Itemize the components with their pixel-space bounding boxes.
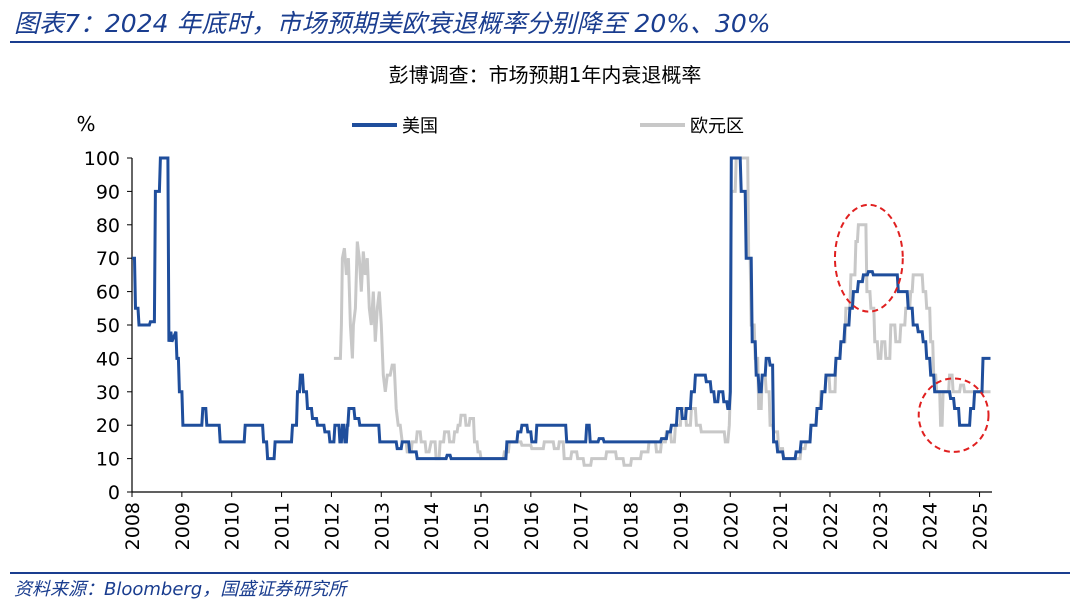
bottom-rule (10, 572, 1070, 574)
x-tick-label: 2008 (122, 502, 144, 550)
y-tick-label: 30 (96, 382, 120, 404)
highlight-layer (833, 203, 990, 453)
legend: 美国 欧元区 (352, 116, 744, 137)
x-tick-label: 2024 (920, 502, 942, 550)
series-line-eu (333, 156, 991, 467)
x-tick-label: 2012 (321, 502, 343, 550)
y-tick-label: 20 (96, 415, 120, 437)
series-layer (132, 156, 991, 467)
legend-label-eu: 欧元区 (690, 116, 744, 137)
x-tick-label: 2010 (222, 502, 244, 550)
y-tick-label: 50 (96, 315, 120, 337)
legend-label-us: 美国 (402, 116, 438, 137)
figure-title: 图表7：2024 年底时，市场预期美欧衰退概率分别降至 20%、30% (14, 9, 771, 38)
highlight-circle-2 (917, 377, 990, 453)
y-axis-unit: % (76, 112, 95, 136)
x-tick-label: 2016 (521, 502, 543, 550)
x-tick-label: 2018 (621, 502, 643, 550)
y-tick-label: 60 (96, 282, 120, 304)
x-tick-label: 2022 (820, 502, 842, 550)
x-tick-label: 2025 (970, 502, 992, 550)
x-tick-label: 2023 (870, 502, 892, 550)
x-tick-label: 2009 (172, 502, 194, 550)
chart-title: 彭博调查：市场预期1年内衰退概率 (389, 63, 702, 87)
y-tick-label: 90 (96, 181, 120, 203)
x-tick-label: 2013 (371, 502, 393, 550)
axes: 0 10 20 30 40 50 60 70 80 90 100 2008 2009 2010 2011 20… (84, 148, 992, 550)
y-tick-label: 10 (96, 449, 120, 471)
x-tick-label: 2017 (571, 502, 593, 550)
x-tick-label: 2011 (272, 502, 294, 550)
x-tick-label: 2020 (720, 502, 742, 550)
source-note: 资料来源：Bloomberg，国盛证券研究所 (14, 579, 347, 600)
x-tick-label: 2014 (421, 502, 443, 550)
x-tick-label: 2021 (770, 502, 792, 550)
y-tick-label: 70 (96, 248, 120, 270)
highlight-circle-1 (833, 203, 904, 313)
top-rule (10, 41, 1070, 43)
y-tick-label: 100 (84, 148, 120, 170)
y-tick-label: 0 (108, 482, 120, 504)
y-tick-label: 40 (96, 348, 120, 370)
y-tick-label: 80 (96, 215, 120, 237)
series-line-us (132, 156, 991, 461)
x-tick-label: 2015 (471, 502, 493, 550)
x-tick-label: 2019 (670, 502, 692, 550)
